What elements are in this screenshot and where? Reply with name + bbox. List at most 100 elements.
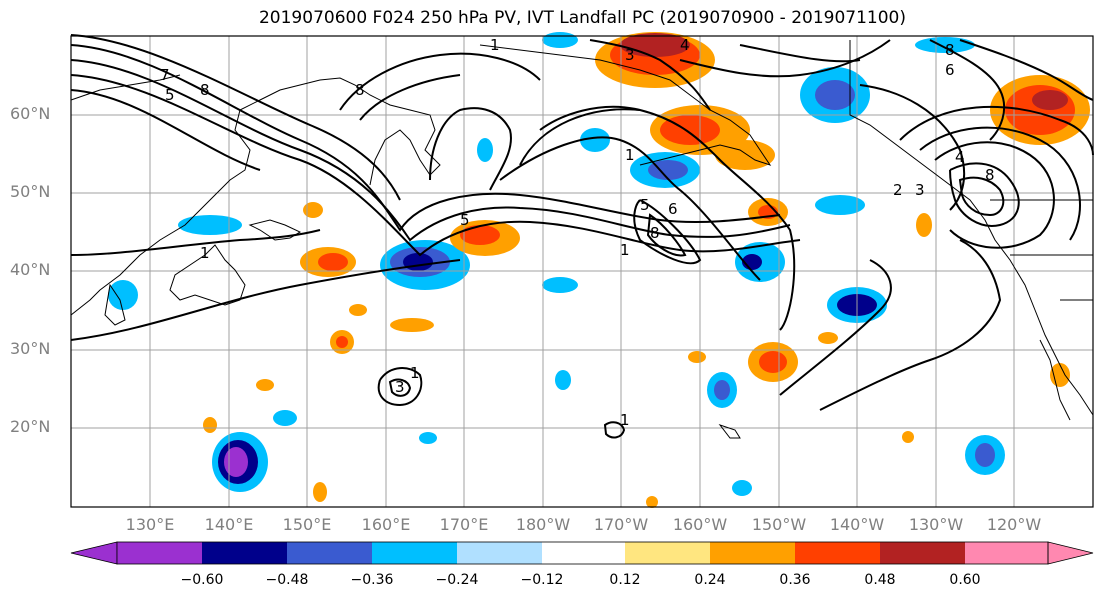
colorbar-tick: −0.12 [520,572,564,588]
pos-anomaly [318,253,348,271]
contour-labels: 1 1 1 1 3 2 3 4 8 8 6 3 4 8 7 5 8 5 5 6 … [160,36,995,429]
neg-anomaly [714,380,730,400]
neg-anomaly [648,160,688,180]
lon-label: 140°E [204,515,254,534]
contour-label: 8 [650,224,660,242]
lat-label: 60°N [10,104,51,123]
contour-label: 1 [410,364,420,382]
lat-label: 20°N [10,417,51,436]
chart-title: 2019070600 F024 250 hPa PV, IVT Landfall… [258,8,906,28]
pos-anomaly [646,496,658,508]
contour-label: 4 [955,148,965,166]
lon-label: 130°W [908,515,964,534]
colorbar-swatch [202,542,287,564]
contour-label: 1 [620,241,630,259]
neg-anomaly [815,195,865,215]
contour-label: 6 [668,200,678,218]
pos-anomaly [303,202,323,218]
lat-label: 40°N [10,260,51,279]
neg-anomaly [273,410,297,426]
colorbar-extend-high [1047,541,1094,565]
contour-label: 2 [893,181,903,199]
colorbar-swatch [287,542,372,564]
pos-anomaly [688,351,706,363]
neg-anomaly [224,447,248,477]
contour-label: 1 [625,146,635,164]
neg-anomaly [815,80,855,110]
colorbar-tick: 0.12 [609,572,641,588]
contour-label: 3 [395,378,405,396]
lat-label: 50°N [10,182,51,201]
colorbar-tick: −0.60 [180,572,224,588]
neg-anomaly [975,443,995,467]
lon-label: 120°W [986,515,1042,534]
colorbar-tick: −0.48 [265,572,309,588]
lon-label: 160°E [361,515,411,534]
coastlines [70,40,1094,439]
contour-label: 8 [985,166,995,184]
map-frame [70,35,1094,508]
contour-label: 6 [945,61,955,79]
colorbar-swatch [117,542,202,564]
contour-label: 7 [160,66,170,84]
pos-anomaly [759,351,787,373]
colorbar-tick: −0.36 [350,572,394,588]
contour-label: 5 [165,86,175,104]
neg-anomaly [555,370,571,390]
pos-anomaly [336,336,348,348]
neg-anomaly [542,277,578,293]
contour-label: 4 [680,36,690,54]
pos-anomaly [460,225,500,245]
colorbar-tick: 0.48 [864,572,896,588]
lon-label: 130°E [125,515,175,534]
colorbar-swatch [625,542,710,564]
neg-anomaly [178,215,242,235]
neg-anomaly [580,128,610,152]
neg-anomaly [419,432,437,444]
neg-anomaly [108,280,138,310]
contour-label: 8 [200,81,210,99]
contour-label: 8 [945,41,955,59]
pv-contours [70,34,1094,439]
colorbar-tick: −0.24 [435,572,479,588]
pos-anomaly [1032,90,1068,110]
colorbar-tick: 0.36 [779,572,811,588]
neg-anomaly [542,32,578,48]
contour-label: 3 [625,46,635,64]
colorbar-swatch [795,542,880,564]
contour-label: 1 [620,411,630,429]
pos-anomaly [313,482,327,502]
contour-label: 3 [915,181,925,199]
lon-label: 150°W [751,515,807,534]
lat-label: 30°N [10,339,51,358]
colorbar-tick: 0.24 [694,572,726,588]
pos-anomaly [203,417,217,433]
pos-anomaly [1050,363,1070,387]
contour-label: 1 [490,36,500,54]
colorbar-swatch [710,542,795,564]
colorbar-swatch [457,542,542,564]
colorbar-swatch [372,542,457,564]
colorbar [70,541,1094,565]
pos-anomaly [902,431,914,443]
contour-label: 5 [460,211,470,229]
contour-label: 1 [200,244,210,262]
neg-anomaly [732,480,752,496]
pos-anomaly [715,140,775,170]
contour-label: 8 [355,81,365,99]
lon-label: 170°W [593,515,649,534]
pos-anomaly [349,304,367,316]
neg-anomaly [403,253,433,271]
colorbar-extend-low [70,541,118,565]
lon-label: 180°W [515,515,571,534]
lon-label: 170°E [439,515,489,534]
lon-label: 160°W [672,515,728,534]
pos-anomaly [818,332,838,344]
neg-anomaly [477,138,493,162]
pv-anomaly-shading [108,32,1090,508]
pos-anomaly [916,213,932,237]
colorbar-swatch [880,542,965,564]
colorbar-swatch [542,542,625,564]
contour-label: 5 [640,196,650,214]
